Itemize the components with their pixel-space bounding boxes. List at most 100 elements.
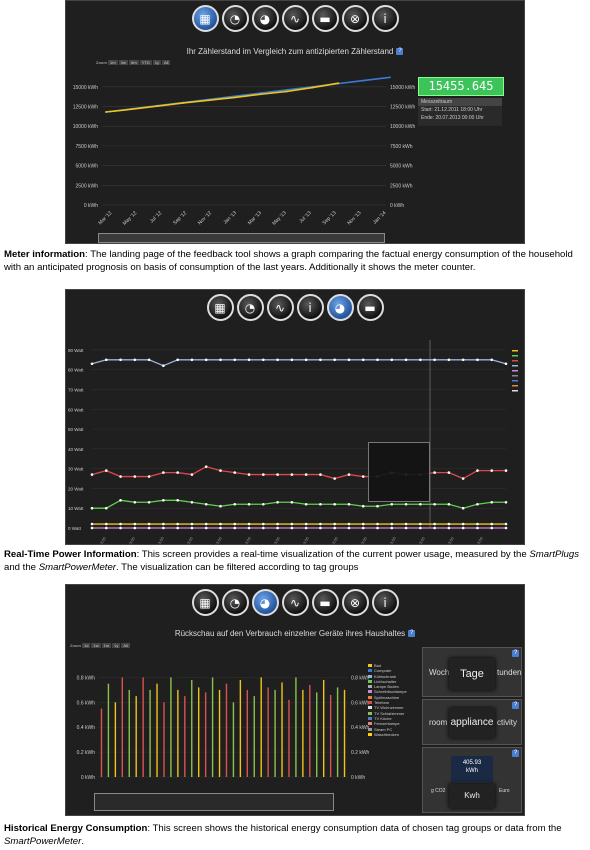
tab-kwh[interactable]: Kwh (449, 784, 495, 808)
info-icon[interactable]: i (371, 589, 399, 616)
calendar-icon[interactable]: ▦ (191, 589, 219, 616)
calendar-icon[interactable]: ▦ (206, 294, 234, 321)
toolbar: ▦ ◔ ◕ ∿ ▬ ⊗ i (66, 5, 524, 32)
legend-swatch[interactable] (512, 370, 518, 372)
data-point (461, 526, 465, 530)
data-point (404, 502, 408, 506)
tab-activity[interactable]: ctivity (497, 718, 517, 727)
y-tick-label-right: 7500 kWh (390, 144, 413, 150)
help-icon[interactable]: ? (512, 750, 519, 757)
gauge-history-icon[interactable]: ◕ (326, 294, 354, 321)
x-tick-label: 20:13:00 (356, 535, 369, 545)
data-point (404, 526, 408, 530)
plug-icon[interactable]: ▬ (356, 294, 384, 321)
data-point (433, 358, 436, 362)
help-icon[interactable]: ? (512, 650, 519, 657)
legend-item[interactable]: Lampe Boden (368, 684, 407, 689)
pulse-icon[interactable]: ∿ (281, 589, 309, 616)
legend-swatch[interactable] (512, 360, 518, 362)
legend-item[interactable]: Kühlschrank (368, 674, 407, 679)
info-icon[interactable]: i (296, 294, 324, 321)
legend-swatch[interactable] (512, 355, 518, 357)
legend-item[interactable]: TV Wohnzimmer (368, 705, 407, 710)
x-tick-label: Mar '12 (97, 210, 113, 226)
data-point (290, 526, 294, 530)
legend-item[interactable]: Steam PC (368, 727, 407, 732)
legend-item[interactable]: Lichtschalter (368, 679, 407, 684)
zoom-controls[interactable]: Zoom 1m 3m 6m YTD 1y All (96, 60, 171, 65)
legend-item[interactable]: Bad (368, 663, 407, 668)
tab-euro[interactable]: Euro (499, 788, 510, 794)
legend-item[interactable]: Computer (368, 668, 407, 673)
help-icon[interactable]: ? (408, 630, 416, 638)
bar (211, 677, 214, 777)
data-point (447, 502, 451, 506)
bar (253, 696, 255, 777)
legend-item[interactable]: TV Küche (368, 716, 407, 721)
data-point (461, 506, 465, 510)
data-point (490, 522, 494, 526)
plug-icon[interactable]: ▬ (311, 589, 339, 616)
gauge-icon[interactable]: ◔ (221, 5, 249, 32)
legend-item[interactable]: TV Schlafzimmer (368, 711, 407, 716)
help-icon[interactable]: ? (396, 48, 404, 56)
data-point (390, 358, 394, 362)
legend-swatch[interactable] (512, 365, 518, 367)
legend-item[interactable]: Spülmaschine (368, 695, 407, 700)
legend-swatch[interactable] (512, 350, 518, 352)
bar (156, 683, 158, 777)
pulse-icon[interactable]: ∿ (266, 294, 294, 321)
range-navigator[interactable] (98, 233, 385, 243)
bar (329, 694, 332, 777)
bar (316, 692, 318, 777)
data-point (476, 522, 479, 526)
tab-hours[interactable]: tunden (497, 668, 522, 677)
tab-days[interactable]: Tage (449, 658, 495, 690)
data-point (304, 502, 308, 506)
cancel-icon[interactable]: ⊗ (341, 589, 369, 616)
data-point (447, 526, 451, 530)
caption-historical: Historical Energy Consumption: This scre… (4, 823, 562, 847)
cancel-icon[interactable]: ⊗ (341, 5, 369, 32)
period-end: Ende: 20.07.2013 00:00 Uhr (421, 115, 484, 121)
data-point (333, 522, 336, 526)
y-tick-label-right: 0.6 kWh (351, 700, 370, 706)
help-icon[interactable]: ? (512, 702, 519, 709)
legend-item[interactable]: Waschbecken (368, 732, 407, 737)
legend-item[interactable]: Telefone (368, 700, 407, 705)
legend-item[interactable]: Schreibtischlampe (368, 689, 407, 694)
tab-co2[interactable]: g CO2 (431, 788, 446, 794)
gauge-icon[interactable]: ◔ (236, 294, 264, 321)
legend-swatch[interactable] (512, 390, 518, 392)
data-point (233, 526, 237, 530)
gauge-history-icon[interactable]: ◕ (251, 5, 279, 32)
gauge-icon[interactable]: ◔ (221, 589, 249, 616)
time-unit-selector[interactable]: Woche Tage tunden ? (422, 647, 522, 697)
legend-swatch[interactable] (512, 385, 518, 387)
legend-swatch[interactable] (512, 380, 518, 382)
range-navigator[interactable] (94, 793, 334, 811)
data-point (290, 522, 294, 526)
unit-selector[interactable]: 405.93 kWh g CO2 Kwh Euro ? (422, 747, 522, 813)
pulse-icon[interactable]: ∿ (281, 5, 309, 32)
legend-item[interactable]: Fernsehlampe (368, 721, 407, 726)
gauge-history-icon[interactable]: ◕ (251, 589, 279, 616)
tab-appliance[interactable]: appliance (449, 708, 495, 738)
tab-week[interactable]: Woche (429, 668, 454, 677)
zoom-controls[interactable]: Zoom 1d 1w 1m 1y All (70, 643, 130, 648)
y-tick-label: 10000 kWh (73, 124, 99, 130)
legend-swatch[interactable] (512, 375, 518, 377)
toolbar: ▦ ◔ ∿ i ◕ ▬ (66, 294, 524, 321)
data-point (204, 522, 208, 526)
calendar-icon[interactable]: ▦ (191, 5, 219, 32)
data-point (290, 358, 294, 362)
info-icon[interactable]: i (371, 5, 399, 32)
tab-room[interactable]: room (429, 718, 448, 727)
plug-icon[interactable]: ▬ (311, 5, 339, 32)
group-selector[interactable]: room appliance ctivity ? (422, 699, 522, 745)
data-point (389, 76, 391, 79)
data-point (490, 500, 494, 504)
x-tick-label: Nov '12 (197, 210, 213, 226)
y-tick-label: 60 Watt (68, 407, 84, 412)
data-point (147, 526, 151, 530)
